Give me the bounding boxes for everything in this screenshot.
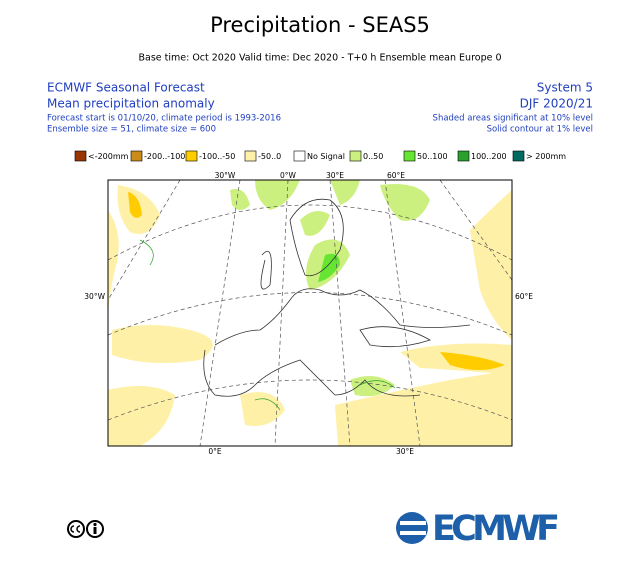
legend-swatch [457, 150, 470, 162]
header-left: ECMWF Seasonal Forecast [47, 81, 205, 95]
legend-label: -200..-100 [144, 152, 185, 161]
header-right: System 5 [537, 81, 593, 95]
legend-swatch [403, 150, 416, 162]
legend-swatch [293, 150, 306, 162]
header-left: Forecast start is 01/10/20, climate peri… [47, 114, 281, 124]
axis-label: 30°W [84, 292, 105, 301]
header-left: Mean precipitation anomaly [47, 97, 215, 111]
header-left: Ensemble size = 51, climate size = 600 [47, 125, 216, 135]
axis-label: 0°E [208, 447, 222, 456]
axis-label: 30°E [396, 447, 414, 456]
legend-label: > 200mm [526, 152, 566, 161]
title: Precipitation - SEAS5 [210, 13, 430, 37]
axis-label: 30°W [215, 171, 236, 180]
legend-label: No Signal [307, 152, 345, 161]
map [107, 179, 513, 447]
legend-swatch [512, 150, 525, 162]
legend-label: -50..0 [258, 152, 281, 161]
legend: <-200mm -200..-100 -100..-50 -50..0 No Signa… [74, 150, 566, 162]
license-icon [67, 520, 104, 538]
header-right: Shaded areas significant at 10% level [433, 114, 593, 124]
legend-label: -100..-50 [199, 152, 235, 161]
header-right: DJF 2020/21 [520, 97, 593, 111]
legend-swatch [185, 150, 198, 162]
axis-label: 60°E [515, 292, 533, 301]
axis-label: 30°E [326, 171, 344, 180]
legend-label: 100..200 [471, 152, 507, 161]
legend-swatch [349, 150, 362, 162]
legend-swatch [130, 150, 143, 162]
logo: ECMWF [396, 509, 560, 549]
axis-label: 60°E [387, 171, 405, 180]
axis-label: 0°W [280, 171, 297, 180]
legend-label: 50..100 [417, 152, 448, 161]
header-right: Solid contour at 1% level [487, 125, 593, 135]
logo-text: ECMWF [432, 509, 560, 549]
legend-swatch [74, 150, 87, 162]
subtitle: Base time: Oct 2020 Valid time: Dec 2020… [138, 53, 501, 64]
legend-swatch [244, 150, 257, 162]
legend-label: <-200mm [88, 152, 129, 161]
legend-label: 0..50 [363, 152, 383, 161]
